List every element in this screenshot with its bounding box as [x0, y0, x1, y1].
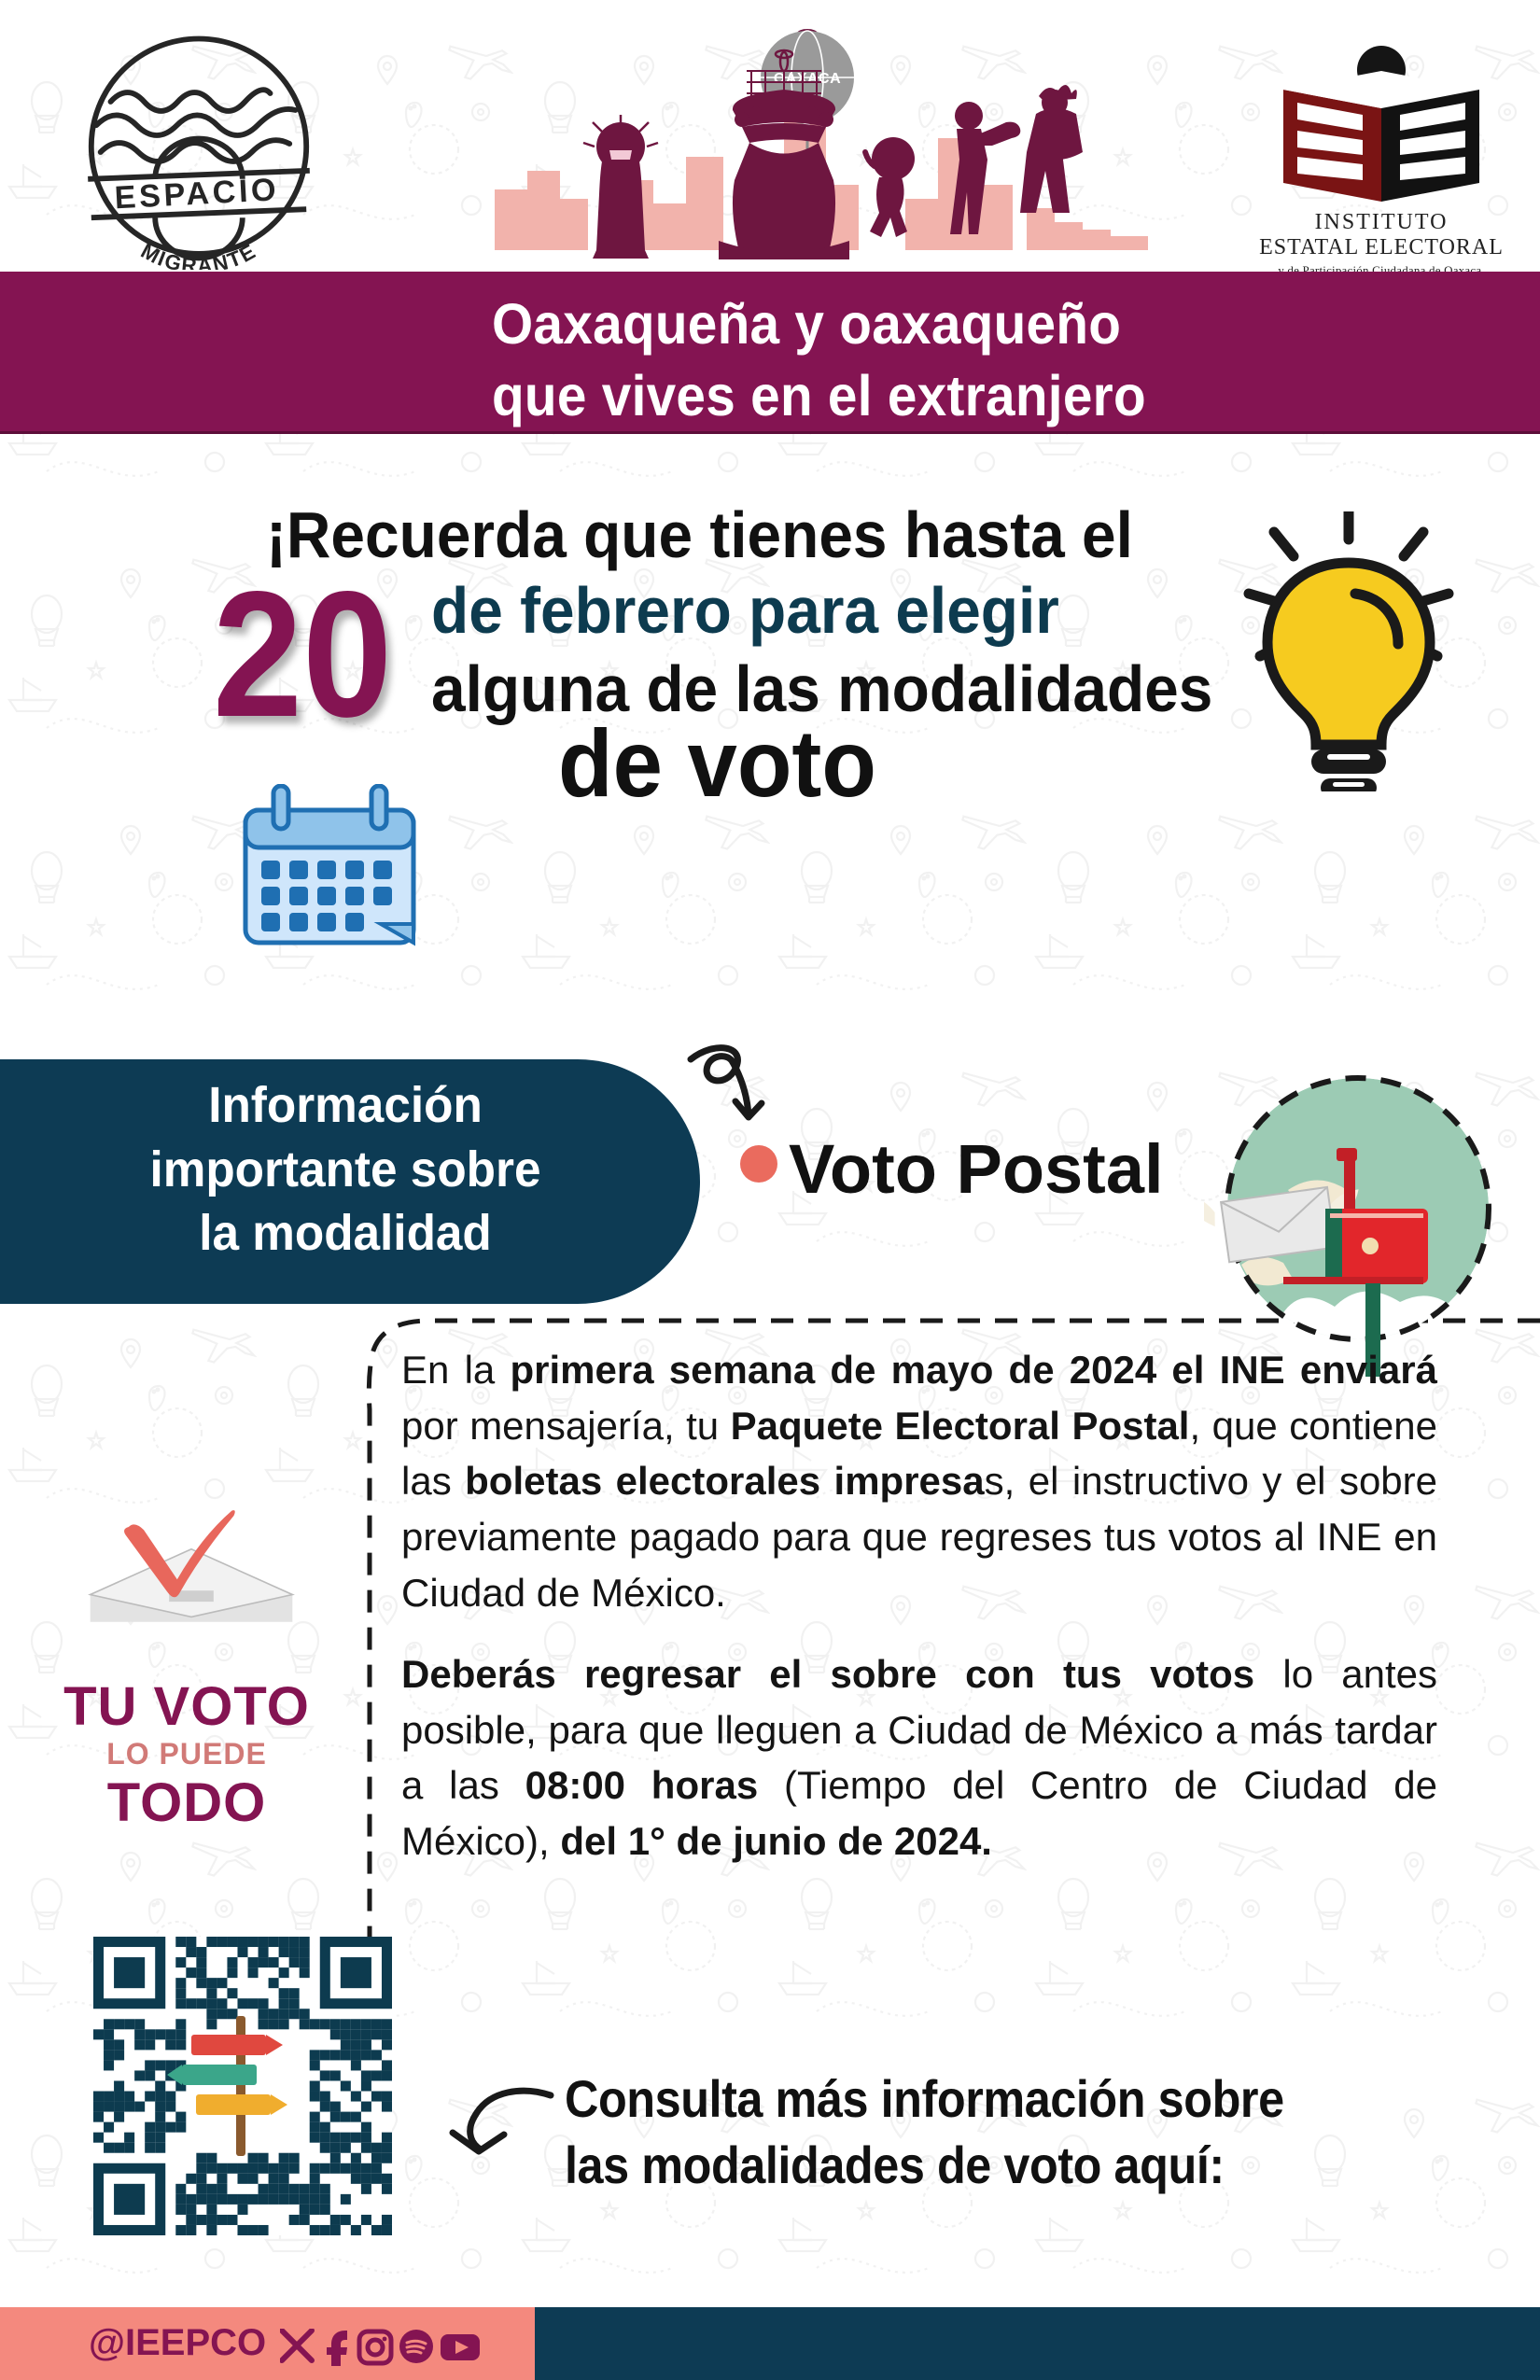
svg-text:Voto Postal: Voto Postal — [789, 1130, 1164, 1208]
